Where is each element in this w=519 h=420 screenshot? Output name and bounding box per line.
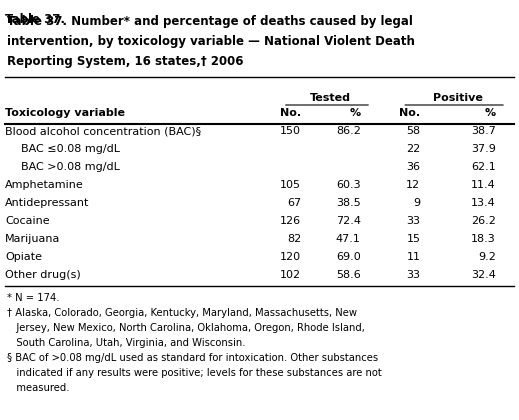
Text: measured.: measured. <box>7 383 69 394</box>
Text: 38.5: 38.5 <box>336 198 361 208</box>
Text: 37.9: 37.9 <box>471 144 496 154</box>
Text: Table 37. Number* and percentage of deaths caused by legal: Table 37. Number* and percentage of deat… <box>7 15 413 28</box>
Text: 9.2: 9.2 <box>478 252 496 262</box>
Text: %: % <box>350 108 361 118</box>
Text: BAC ≤0.08 mg/dL: BAC ≤0.08 mg/dL <box>21 144 120 154</box>
Text: 67: 67 <box>287 198 301 208</box>
Text: No.: No. <box>399 108 420 118</box>
Text: 120: 120 <box>280 252 301 262</box>
Text: Antidepressant: Antidepressant <box>5 198 90 208</box>
Text: 11.4: 11.4 <box>471 180 496 190</box>
Text: 38.7: 38.7 <box>471 126 496 136</box>
Text: 102: 102 <box>280 270 301 281</box>
Text: 47.1: 47.1 <box>336 234 361 244</box>
Text: Opiate: Opiate <box>5 252 42 262</box>
Text: Amphetamine: Amphetamine <box>5 180 84 190</box>
Text: 58.6: 58.6 <box>336 270 361 281</box>
Text: 36: 36 <box>406 162 420 172</box>
Text: Cocaine: Cocaine <box>5 216 50 226</box>
Text: Marijuana: Marijuana <box>5 234 61 244</box>
Text: 13.4: 13.4 <box>471 198 496 208</box>
Text: 72.4: 72.4 <box>336 216 361 226</box>
Text: intervention, by toxicology variable — National Violent Death: intervention, by toxicology variable — N… <box>7 35 415 48</box>
Text: 15: 15 <box>406 234 420 244</box>
Text: 105: 105 <box>280 180 301 190</box>
Text: No.: No. <box>280 108 301 118</box>
Text: § BAC of >0.08 mg/dL used as standard for intoxication. Other substances: § BAC of >0.08 mg/dL used as standard fo… <box>7 353 378 363</box>
Text: 18.3: 18.3 <box>471 234 496 244</box>
Text: Jersey, New Mexico, North Carolina, Oklahoma, Oregon, Rhode Island,: Jersey, New Mexico, North Carolina, Okla… <box>7 323 365 333</box>
Text: %: % <box>485 108 496 118</box>
Text: BAC >0.08 mg/dL: BAC >0.08 mg/dL <box>21 162 120 172</box>
Text: 12: 12 <box>406 180 420 190</box>
Text: * N = 174.: * N = 174. <box>7 293 59 303</box>
Text: 86.2: 86.2 <box>336 126 361 136</box>
Text: 150: 150 <box>280 126 301 136</box>
Text: 58: 58 <box>406 126 420 136</box>
Text: 69.0: 69.0 <box>336 252 361 262</box>
Text: 11: 11 <box>406 252 420 262</box>
Text: 82: 82 <box>287 234 301 244</box>
Text: 33: 33 <box>406 216 420 226</box>
Text: Toxicology variable: Toxicology variable <box>5 108 125 118</box>
Text: Other drug(s): Other drug(s) <box>5 270 81 281</box>
Text: 32.4: 32.4 <box>471 270 496 281</box>
Text: South Carolina, Utah, Virginia, and Wisconsin.: South Carolina, Utah, Virginia, and Wisc… <box>7 338 245 348</box>
Text: 22: 22 <box>406 144 420 154</box>
Text: † Alaska, Colorado, Georgia, Kentucky, Maryland, Massachusetts, New: † Alaska, Colorado, Georgia, Kentucky, M… <box>7 308 357 318</box>
Text: Tested: Tested <box>310 93 351 103</box>
Text: 9: 9 <box>413 198 420 208</box>
Text: indicated if any results were positive; levels for these substances are not: indicated if any results were positive; … <box>7 368 381 378</box>
Text: Positive: Positive <box>433 93 483 103</box>
Text: Blood alcohol concentration (BAC)§: Blood alcohol concentration (BAC)§ <box>5 126 201 136</box>
Text: 33: 33 <box>406 270 420 281</box>
Text: 62.1: 62.1 <box>471 162 496 172</box>
Text: 126: 126 <box>280 216 301 226</box>
Text: 60.3: 60.3 <box>336 180 361 190</box>
Text: Reporting System, 16 states,† 2006: Reporting System, 16 states,† 2006 <box>7 55 243 68</box>
Text: 26.2: 26.2 <box>471 216 496 226</box>
Text: Table 37.: Table 37. <box>5 13 70 26</box>
